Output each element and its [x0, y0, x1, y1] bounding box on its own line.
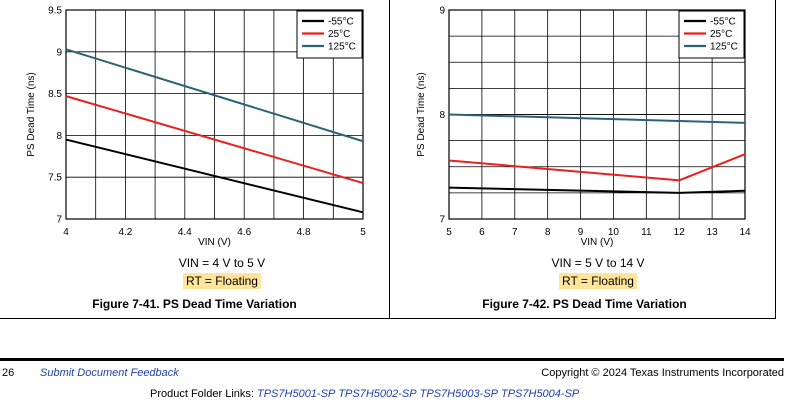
chart0-plot-frame [65, 9, 364, 220]
chart0-legend-label-0: -55°C [328, 17, 354, 28]
chart1-legend-label-1: 25°C [710, 29, 732, 40]
chart1-legend-label-0: -55°C [710, 17, 736, 28]
chart0-x-tick-label: 4 [63, 227, 69, 238]
chart1-y-axis-label: PS Dead Time (ns) [416, 72, 427, 156]
product-link-tps7h5003[interactable]: TPS7H5003-SP [419, 388, 498, 400]
page-number: 26 [2, 367, 15, 379]
chart1-series-line-2 [448, 113, 746, 124]
condition-rt-left-text: RT = Floating [183, 273, 261, 289]
chart0-y-tick-label: 8 [56, 131, 62, 142]
condition-rt-left: RT = Floating [92, 273, 352, 289]
submit-feedback-link[interactable]: Submit Document Feedback [40, 367, 179, 379]
chart0-legend-label-2: 125°C [328, 42, 356, 53]
chart0-series-line-2 [65, 48, 364, 143]
chart1-x-tick-label: 14 [739, 227, 751, 238]
figure-panel-left [0, 0, 390, 318]
product-link-tps7h5002[interactable]: TPS7H5002-SP [338, 388, 417, 400]
figure-panel-right [390, 0, 776, 318]
chart1-x-tick-label: 13 [707, 227, 719, 238]
condition-vin-right: VIN = 5 V to 14 V [551, 256, 645, 270]
chart0-y-tick-label: 9.5 [48, 6, 62, 17]
chart1-x-tick-label: 11 [641, 227, 652, 238]
chart0-x-tick-label: 4.6 [237, 227, 251, 238]
chart1-x-tick-label: 6 [479, 227, 485, 238]
chart1-x-tick-label: 7 [512, 227, 518, 238]
chart1-x-tick-label: 10 [608, 227, 620, 238]
figure-bottom-border [0, 318, 776, 319]
product-links-label: Product Folder Links: [150, 388, 254, 400]
chart0-y-tick-label: 7.5 [48, 173, 62, 184]
chart1-y-tick-label: 9 [439, 6, 445, 17]
chart1-y-tick-label: 7 [439, 215, 445, 226]
chart0-y-tick-label: 8.5 [48, 89, 62, 100]
chart0-legend-label-1: 25°C [328, 29, 350, 40]
chart1-x-tick-label: 5 [446, 227, 452, 238]
chart1-legend-label-2: 125°C [710, 42, 738, 53]
chart0-x-tick-label: 4.8 [297, 227, 311, 238]
chart0-x-tick-label: 4.2 [118, 227, 132, 238]
chart0-x-axis-label: VIN (V) [198, 237, 231, 248]
chart1-x-tick-label: 9 [578, 227, 584, 238]
chart-left: 4 4.2 4.4 4.6 4.8 5 7 7.5 8 8.5 9 9.5 VIN (V) PS Dead… [26, 6, 366, 249]
chart1-x-axis-label: VIN (V) [581, 237, 614, 248]
chart1-x-tick-label: 12 [674, 227, 686, 238]
condition-vin-left: VIN = 4 V to 5 V [178, 256, 266, 270]
product-folder-links: Product Folder Links: TPS7H5001-SP TPS7H… [150, 388, 579, 400]
chart0-y-tick-label: 9 [56, 47, 62, 58]
chart1-series-line-1 [448, 153, 746, 182]
copyright-text: Copyright © 2024 Texas Instruments Incor… [541, 367, 784, 379]
chart1-y-tick-label: 8 [439, 110, 445, 121]
chart1-x-tick-label: 8 [545, 227, 551, 238]
product-link-tps7h5004[interactable]: TPS7H5004-SP [500, 388, 580, 400]
chart0-series-line-1 [65, 95, 364, 185]
condition-rt-right: RT = Floating [468, 273, 728, 289]
footer-rule [0, 358, 784, 361]
chart0-y-tick-label: 7 [56, 215, 62, 226]
condition-rt-right-text: RT = Floating [559, 273, 637, 289]
chart1-series-line-0 [448, 186, 746, 194]
chart0-series-line-0 [65, 138, 364, 214]
figure-caption-left: Figure 7-41. PS Dead Time Variation [92, 297, 297, 311]
figure-caption-right: Figure 7-42. PS Dead Time Variation [482, 297, 687, 311]
chart0-x-tick-label: 5 [360, 227, 366, 238]
chart0-x-tick-label: 4.4 [178, 227, 192, 238]
chart0-y-axis-label: PS Dead Time (ns) [26, 72, 37, 156]
product-link-tps7h5001[interactable]: TPS7H5001-SP [257, 388, 336, 400]
